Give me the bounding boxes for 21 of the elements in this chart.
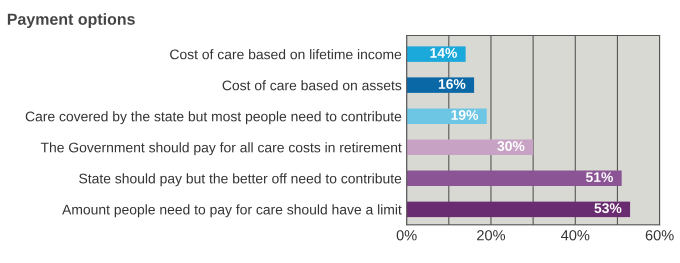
data-label: 53%: [594, 203, 622, 214]
x-tick-label: 20%: [477, 230, 506, 240]
y-tick-label: Cost of care based on assets: [222, 80, 402, 90]
y-tick-label: Amount people need to pay for care should have a limit: [62, 204, 402, 218]
data-label: 30%: [497, 141, 524, 152]
bar: [406, 108, 487, 124]
y-tick-label: The Government should pay for all care costs in retirement: [40, 142, 402, 156]
x-tick-label: 40%: [561, 230, 590, 240]
y-tick-label: State should pay but the better off need to contribute: [79, 173, 402, 186]
text: Payment options: [8, 13, 135, 28]
y-tick-label: Care covered by the state but most people need to contribute: [26, 111, 402, 124]
data-label: 14%: [430, 48, 457, 58]
data-label: 19%: [452, 110, 478, 120]
bar: [406, 170, 622, 186]
y-tick-label: Cost of care based on lifetime income: [170, 49, 402, 60]
x-tick-label: 60%: [646, 230, 674, 240]
data-label: 16%: [438, 79, 466, 89]
data-label: 51%: [586, 172, 613, 182]
x-tick-label: 0%: [396, 230, 417, 240]
bar: [406, 202, 630, 218]
bar: [406, 140, 534, 156]
